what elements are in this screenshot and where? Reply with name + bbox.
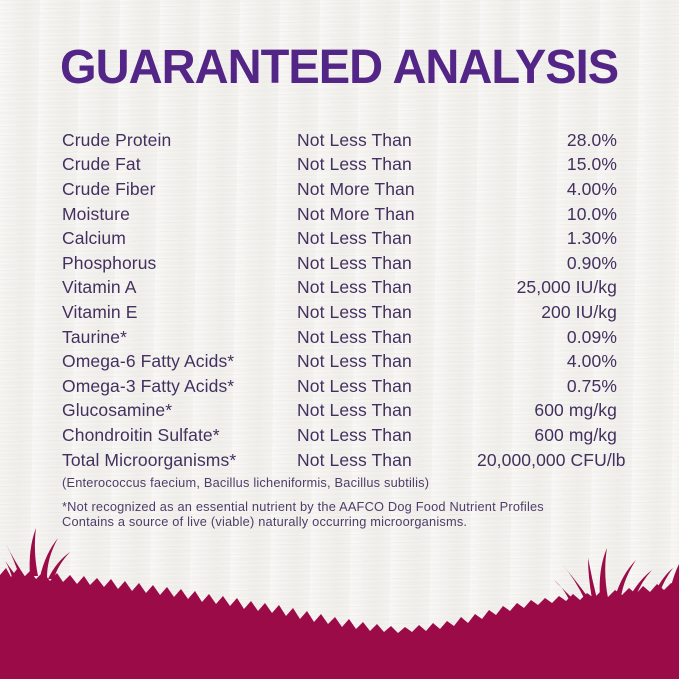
grass-blades-left [2,528,70,579]
table-row: Glucosamine* Not Less Than 600 mg/kg [62,399,617,424]
nutrient-name: Crude Fiber [62,178,156,199]
nutrient-value: 0.09% [566,326,617,347]
nutrient-name: Crude Fat [62,154,141,175]
microorganisms-list: (Enterococcus faecium, Bacillus lichenif… [62,475,430,491]
table-row: Vitamin A Not Less Than 25,000 IU/kg [62,276,617,301]
nutrient-value: 0.75% [566,375,617,396]
footnote-block: *Not recognized as an essential nutrient… [62,499,622,530]
nutrient-name: Taurine* [62,326,128,347]
qualifier-text: Not Less Than [297,400,412,421]
nutrient-name: Moisture [62,203,130,224]
nutrient-name: Vitamin E [62,301,138,322]
nutrient-name: Calcium [62,228,126,249]
nutrient-name: Chondroitin Sulfate* [62,424,220,445]
qualifier-text: Not Less Than [297,424,412,445]
nutrient-name: Total Microorganisms* [62,449,237,470]
table-row: Crude Fiber Not More Than 4.00% [62,177,617,202]
nutrient-name: Omega-3 Fatty Acids* [62,375,235,396]
qualifier-text: Not Less Than [297,449,412,470]
table-row: Phosphorus Not Less Than 0.90% [62,251,617,276]
grass-silhouette-graphic [0,528,679,679]
nutrient-value: 25,000 IU/kg [516,277,617,298]
nutrient-value: 28.0% [566,129,617,150]
nutrient-value: 20,000,000 CFU/lb [477,449,626,470]
grass-mound [0,568,679,679]
page-title: GUARANTEED ANALYSIS [60,41,619,94]
table-row: Omega-3 Fatty Acids* Not Less Than 0.75% [62,374,617,399]
qualifier-text: Not Less Than [297,277,412,298]
qualifier-text: Not Less Than [297,252,412,273]
qualifier-text: Not Less Than [297,228,412,249]
analysis-table: Crude Protein Not Less Than 28.0% Crude Fat… [62,128,626,473]
qualifier-text: Not More Than [297,203,415,224]
table-row: Omega-6 Fatty Acids* Not Less Than 4.00% [62,349,617,374]
qualifier-text: Not Less Than [297,154,412,175]
nutrient-name: Omega-6 Fatty Acids* [62,351,235,372]
table-row: Chondroitin Sulfate* Not Less Than 600 mg/… [62,423,617,448]
nutrient-value: 15.0% [566,154,617,175]
qualifier-text: Not Less Than [297,375,412,396]
aafco-footnote: *Not recognized as an essential nutrient… [62,498,544,514]
table-row: Total Microorganisms* Not Less Than 20,000… [62,448,626,473]
nutrient-value: 0.90% [566,252,617,273]
table-row: Taurine* Not Less Than 0.09% [62,325,617,350]
table-row: Moisture Not More Than 10.0% [62,202,617,227]
qualifier-text: Not More Than [297,178,415,199]
live-microorganisms-footnote: Contains a source of live (viable) natur… [62,514,468,530]
nutrient-value: 10.0% [566,203,617,224]
table-row: Calcium Not Less Than 1.30% [62,226,617,251]
nutrient-value: 4.00% [566,351,617,372]
table-row: Crude Fat Not Less Than 15.0% [62,153,617,178]
nutrient-value: 600 mg/kg [534,400,617,421]
qualifier-text: Not Less Than [297,351,412,372]
nutrient-name: Phosphorus [62,252,157,273]
nutrient-value: 600 mg/kg [534,424,617,445]
nutrient-value: 200 IU/kg [541,301,617,322]
nutrient-name: Glucosamine* [62,400,173,421]
nutrient-value: 1.30% [566,228,617,249]
table-row: Crude Protein Not Less Than 28.0% [62,128,617,153]
qualifier-text: Not Less Than [297,326,412,347]
nutrient-value: 4.00% [566,178,617,199]
nutrient-name: Crude Protein [62,129,172,150]
nutrient-name: Vitamin A [62,277,137,298]
qualifier-text: Not Less Than [297,301,412,322]
qualifier-text: Not Less Than [297,129,412,150]
table-row: Vitamin E Not Less Than 200 IU/kg [62,300,617,325]
